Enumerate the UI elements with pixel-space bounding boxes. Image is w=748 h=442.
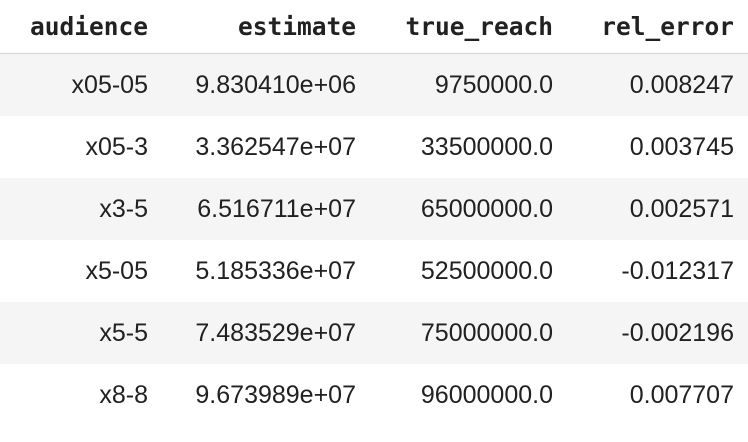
cell-rel-error: -0.012317 (567, 240, 748, 302)
column-header-audience: audience (0, 0, 162, 54)
table-row: x5-5 7.483529e+07 75000000.0 -0.002196 (0, 302, 748, 364)
cell-rel-error: 0.008247 (567, 53, 748, 116)
cell-true-reach: 52500000.0 (370, 240, 567, 302)
cell-estimate: 5.185336e+07 (162, 240, 370, 302)
column-header-true-reach: true_reach (370, 0, 567, 54)
cell-audience: x5-5 (0, 302, 162, 364)
table-row: x3-5 6.516711e+07 65000000.0 0.002571 (0, 178, 748, 240)
cell-estimate: 9.830410e+06 (162, 53, 370, 116)
cell-true-reach: 65000000.0 (370, 178, 567, 240)
table-body: x05-05 9.830410e+06 9750000.0 0.008247 x… (0, 53, 748, 426)
table-header: audience estimate true_reach rel_error (0, 0, 748, 54)
table-row: x8-8 9.673989e+07 96000000.0 0.007707 (0, 364, 748, 426)
header-row: audience estimate true_reach rel_error (0, 0, 748, 54)
cell-estimate: 7.483529e+07 (162, 302, 370, 364)
cell-rel-error: 0.002571 (567, 178, 748, 240)
cell-rel-error: 0.003745 (567, 116, 748, 178)
cell-audience: x5-05 (0, 240, 162, 302)
column-header-rel-error: rel_error (567, 0, 748, 54)
cell-estimate: 6.516711e+07 (162, 178, 370, 240)
table-row: x5-05 5.185336e+07 52500000.0 -0.012317 (0, 240, 748, 302)
cell-true-reach: 75000000.0 (370, 302, 567, 364)
cell-audience: x3-5 (0, 178, 162, 240)
cell-rel-error: -0.002196 (567, 302, 748, 364)
cell-audience: x8-8 (0, 364, 162, 426)
table-row: x05-05 9.830410e+06 9750000.0 0.008247 (0, 53, 748, 116)
cell-estimate: 9.673989e+07 (162, 364, 370, 426)
cell-true-reach: 33500000.0 (370, 116, 567, 178)
table-row: x05-3 3.362547e+07 33500000.0 0.003745 (0, 116, 748, 178)
cell-true-reach: 96000000.0 (370, 364, 567, 426)
cell-true-reach: 9750000.0 (370, 53, 567, 116)
cell-audience: x05-3 (0, 116, 162, 178)
cell-estimate: 3.362547e+07 (162, 116, 370, 178)
cell-rel-error: 0.007707 (567, 364, 748, 426)
dataframe-table: audience estimate true_reach rel_error x… (0, 0, 748, 426)
column-header-estimate: estimate (162, 0, 370, 54)
cell-audience: x05-05 (0, 53, 162, 116)
